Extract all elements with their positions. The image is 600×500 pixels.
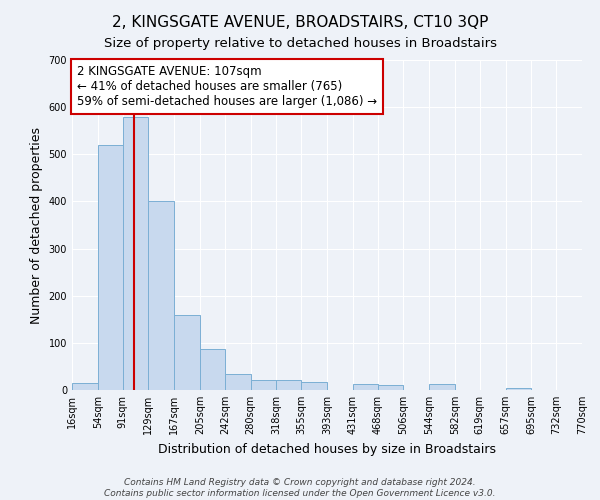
Bar: [301, 382, 327, 390]
Bar: [148, 202, 174, 390]
Text: 2 KINGSGATE AVENUE: 107sqm
← 41% of detached houses are smaller (765)
59% of sem: 2 KINGSGATE AVENUE: 107sqm ← 41% of deta…: [77, 65, 377, 108]
Bar: [276, 380, 301, 390]
Bar: [98, 145, 123, 390]
Text: 2, KINGSGATE AVENUE, BROADSTAIRS, CT10 3QP: 2, KINGSGATE AVENUE, BROADSTAIRS, CT10 3…: [112, 15, 488, 30]
Text: Contains HM Land Registry data © Crown copyright and database right 2024.
Contai: Contains HM Land Registry data © Crown c…: [104, 478, 496, 498]
Bar: [378, 386, 403, 390]
Bar: [72, 383, 98, 390]
Y-axis label: Number of detached properties: Number of detached properties: [30, 126, 43, 324]
Bar: [225, 374, 251, 390]
Bar: [429, 384, 455, 390]
Bar: [200, 349, 225, 390]
Bar: [353, 384, 378, 390]
Bar: [123, 116, 148, 390]
Bar: [506, 388, 531, 390]
Text: Size of property relative to detached houses in Broadstairs: Size of property relative to detached ho…: [104, 38, 497, 51]
Bar: [251, 380, 276, 390]
X-axis label: Distribution of detached houses by size in Broadstairs: Distribution of detached houses by size …: [158, 442, 496, 456]
Bar: [174, 314, 200, 390]
